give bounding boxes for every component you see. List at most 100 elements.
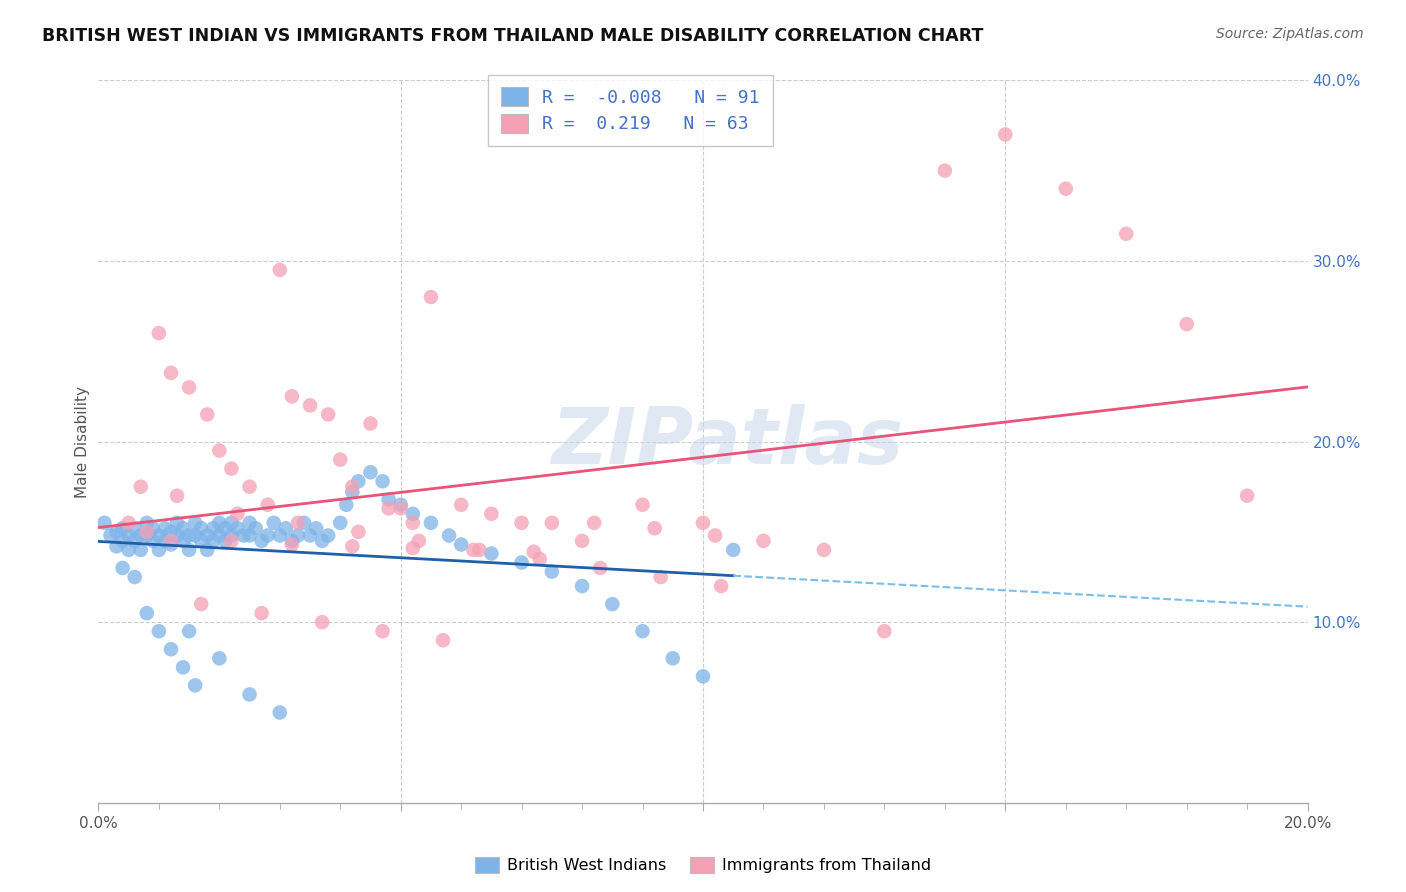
Point	[311, 615, 333, 630]
Point	[347, 524, 370, 539]
Point	[432, 633, 454, 648]
Point	[124, 570, 146, 584]
Legend: British West Indians, Immigrants from Thailand: British West Indians, Immigrants from Th…	[468, 850, 938, 880]
Point	[468, 542, 491, 557]
Point	[873, 624, 896, 639]
Point	[153, 521, 176, 535]
Point	[1054, 182, 1077, 196]
Point	[250, 606, 273, 620]
Point	[221, 528, 243, 542]
Point	[377, 501, 399, 516]
Point	[263, 516, 285, 530]
Point	[93, 516, 115, 530]
Point	[710, 579, 733, 593]
Point	[195, 528, 218, 542]
Point	[226, 521, 249, 535]
Point	[692, 516, 714, 530]
Point	[371, 475, 394, 489]
Point	[208, 443, 231, 458]
Point	[129, 528, 152, 542]
Point	[311, 533, 333, 548]
Point	[160, 533, 183, 548]
Point	[813, 542, 835, 557]
Point	[179, 528, 201, 542]
Point	[129, 542, 152, 557]
Text: ZIPatlas: ZIPatlas	[551, 403, 903, 480]
Point	[292, 516, 315, 530]
Point	[124, 533, 146, 548]
Point	[274, 521, 297, 535]
Point	[142, 521, 165, 535]
Point	[389, 501, 412, 516]
Point	[347, 475, 370, 489]
Point	[437, 528, 460, 542]
Point	[184, 528, 207, 542]
Point	[105, 524, 128, 539]
Point	[377, 492, 399, 507]
Point	[1115, 227, 1137, 241]
Point	[256, 528, 278, 542]
Point	[221, 533, 243, 548]
Point	[510, 516, 533, 530]
Point	[214, 533, 236, 548]
Legend: R =  -0.008   N = 91, R =  0.219   N = 63: R = -0.008 N = 91, R = 0.219 N = 63	[488, 75, 773, 146]
Point	[463, 542, 485, 557]
Point	[299, 528, 322, 542]
Point	[529, 552, 551, 566]
Point	[135, 528, 157, 542]
Point	[179, 380, 201, 394]
Point	[172, 660, 194, 674]
Point	[371, 624, 394, 639]
Point	[650, 570, 672, 584]
Point	[329, 516, 352, 530]
Point	[100, 528, 122, 542]
Point	[661, 651, 683, 665]
Point	[360, 417, 382, 431]
Point	[631, 624, 654, 639]
Point	[389, 498, 412, 512]
Point	[239, 528, 262, 542]
Point	[450, 537, 472, 551]
Y-axis label: Male Disability: Male Disability	[75, 385, 90, 498]
Point	[118, 516, 141, 530]
Point	[105, 539, 128, 553]
Point	[221, 461, 243, 475]
Point	[692, 669, 714, 683]
Point	[232, 528, 254, 542]
Point	[281, 537, 304, 551]
Point	[111, 521, 134, 535]
Point	[342, 539, 364, 553]
Point	[287, 528, 309, 542]
Point	[129, 480, 152, 494]
Point	[208, 516, 231, 530]
Point	[402, 507, 425, 521]
Point	[1175, 317, 1198, 331]
Point	[226, 507, 249, 521]
Point	[166, 528, 188, 542]
Point	[723, 542, 745, 557]
Point	[420, 290, 443, 304]
Point	[148, 528, 170, 542]
Point	[704, 528, 727, 542]
Point	[202, 521, 225, 535]
Text: Source: ZipAtlas.com: Source: ZipAtlas.com	[1216, 27, 1364, 41]
Point	[752, 533, 775, 548]
Point	[118, 528, 141, 542]
Point	[335, 498, 357, 512]
Point	[124, 521, 146, 535]
Point	[450, 498, 472, 512]
Point	[408, 533, 430, 548]
Point	[190, 597, 212, 611]
Point	[329, 452, 352, 467]
Point	[523, 545, 546, 559]
Point	[602, 597, 624, 611]
Point	[166, 489, 188, 503]
Point	[342, 485, 364, 500]
Point	[299, 398, 322, 412]
Point	[111, 561, 134, 575]
Point	[281, 533, 304, 548]
Point	[202, 533, 225, 548]
Point	[160, 524, 183, 539]
Point	[360, 465, 382, 479]
Point	[481, 547, 503, 561]
